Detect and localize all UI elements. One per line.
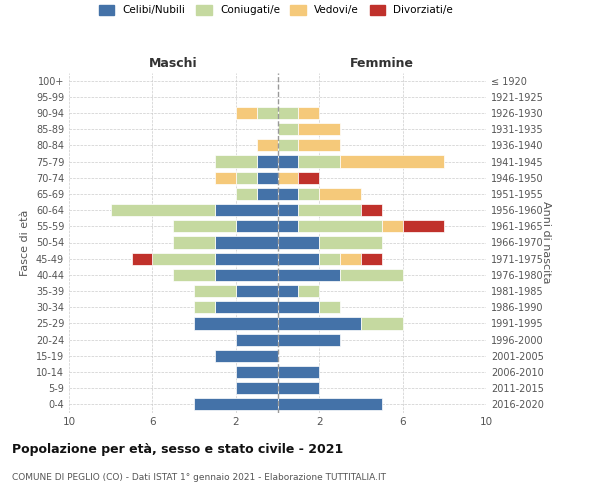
Bar [236, 382, 277, 394]
Bar [277, 236, 319, 248]
Bar [298, 140, 340, 151]
Bar [277, 366, 319, 378]
Bar [361, 252, 382, 265]
Bar [236, 188, 257, 200]
Bar [340, 252, 361, 265]
Bar [173, 236, 215, 248]
Bar [277, 220, 298, 232]
Text: COMUNE DI PEGLIO (CO) - Dati ISTAT 1° gennaio 2021 - Elaborazione TUTTITALIA.IT: COMUNE DI PEGLIO (CO) - Dati ISTAT 1° ge… [12, 472, 386, 482]
Bar [173, 269, 215, 281]
Bar [277, 301, 319, 314]
Text: Popolazione per età, sesso e stato civile - 2021: Popolazione per età, sesso e stato civil… [12, 442, 343, 456]
Bar [277, 172, 298, 184]
Bar [361, 204, 382, 216]
Bar [257, 172, 277, 184]
Bar [403, 220, 444, 232]
Bar [236, 334, 277, 345]
Bar [277, 204, 298, 216]
Bar [298, 285, 319, 297]
Bar [236, 220, 277, 232]
Bar [215, 172, 236, 184]
Y-axis label: Fasce di età: Fasce di età [20, 210, 30, 276]
Bar [194, 301, 215, 314]
Bar [277, 269, 340, 281]
Bar [298, 107, 319, 119]
Bar [215, 204, 277, 216]
Bar [277, 318, 361, 330]
Bar [236, 285, 277, 297]
Bar [277, 252, 319, 265]
Text: Maschi: Maschi [149, 57, 197, 70]
Bar [194, 318, 277, 330]
Bar [194, 398, 277, 410]
Bar [277, 285, 298, 297]
Bar [215, 269, 277, 281]
Bar [298, 220, 382, 232]
Bar [319, 252, 340, 265]
Bar [236, 107, 257, 119]
Bar [257, 107, 277, 119]
Bar [215, 301, 277, 314]
Bar [319, 301, 340, 314]
Text: Femmine: Femmine [350, 57, 414, 70]
Bar [277, 382, 319, 394]
Bar [277, 140, 298, 151]
Bar [277, 398, 382, 410]
Bar [277, 107, 298, 119]
Bar [277, 123, 298, 135]
Bar [340, 156, 444, 168]
Bar [298, 204, 361, 216]
Bar [298, 172, 319, 184]
Bar [236, 366, 277, 378]
Bar [215, 252, 277, 265]
Bar [215, 350, 277, 362]
Bar [319, 188, 361, 200]
Bar [257, 188, 277, 200]
Bar [257, 140, 277, 151]
Bar [298, 123, 340, 135]
Legend: Celibi/Nubili, Coniugati/e, Vedovi/e, Divorziati/e: Celibi/Nubili, Coniugati/e, Vedovi/e, Di… [99, 5, 453, 15]
Bar [215, 236, 277, 248]
Bar [215, 156, 257, 168]
Bar [257, 156, 277, 168]
Bar [361, 318, 403, 330]
Bar [236, 172, 257, 184]
Bar [382, 220, 403, 232]
Bar [111, 204, 215, 216]
Bar [340, 269, 403, 281]
Bar [277, 188, 298, 200]
Bar [173, 220, 236, 232]
Bar [131, 252, 152, 265]
Bar [152, 252, 215, 265]
Bar [277, 334, 340, 345]
Bar [194, 285, 236, 297]
Bar [277, 156, 298, 168]
Y-axis label: Anni di nascita: Anni di nascita [541, 201, 551, 283]
Bar [298, 156, 340, 168]
Bar [319, 236, 382, 248]
Bar [298, 188, 319, 200]
